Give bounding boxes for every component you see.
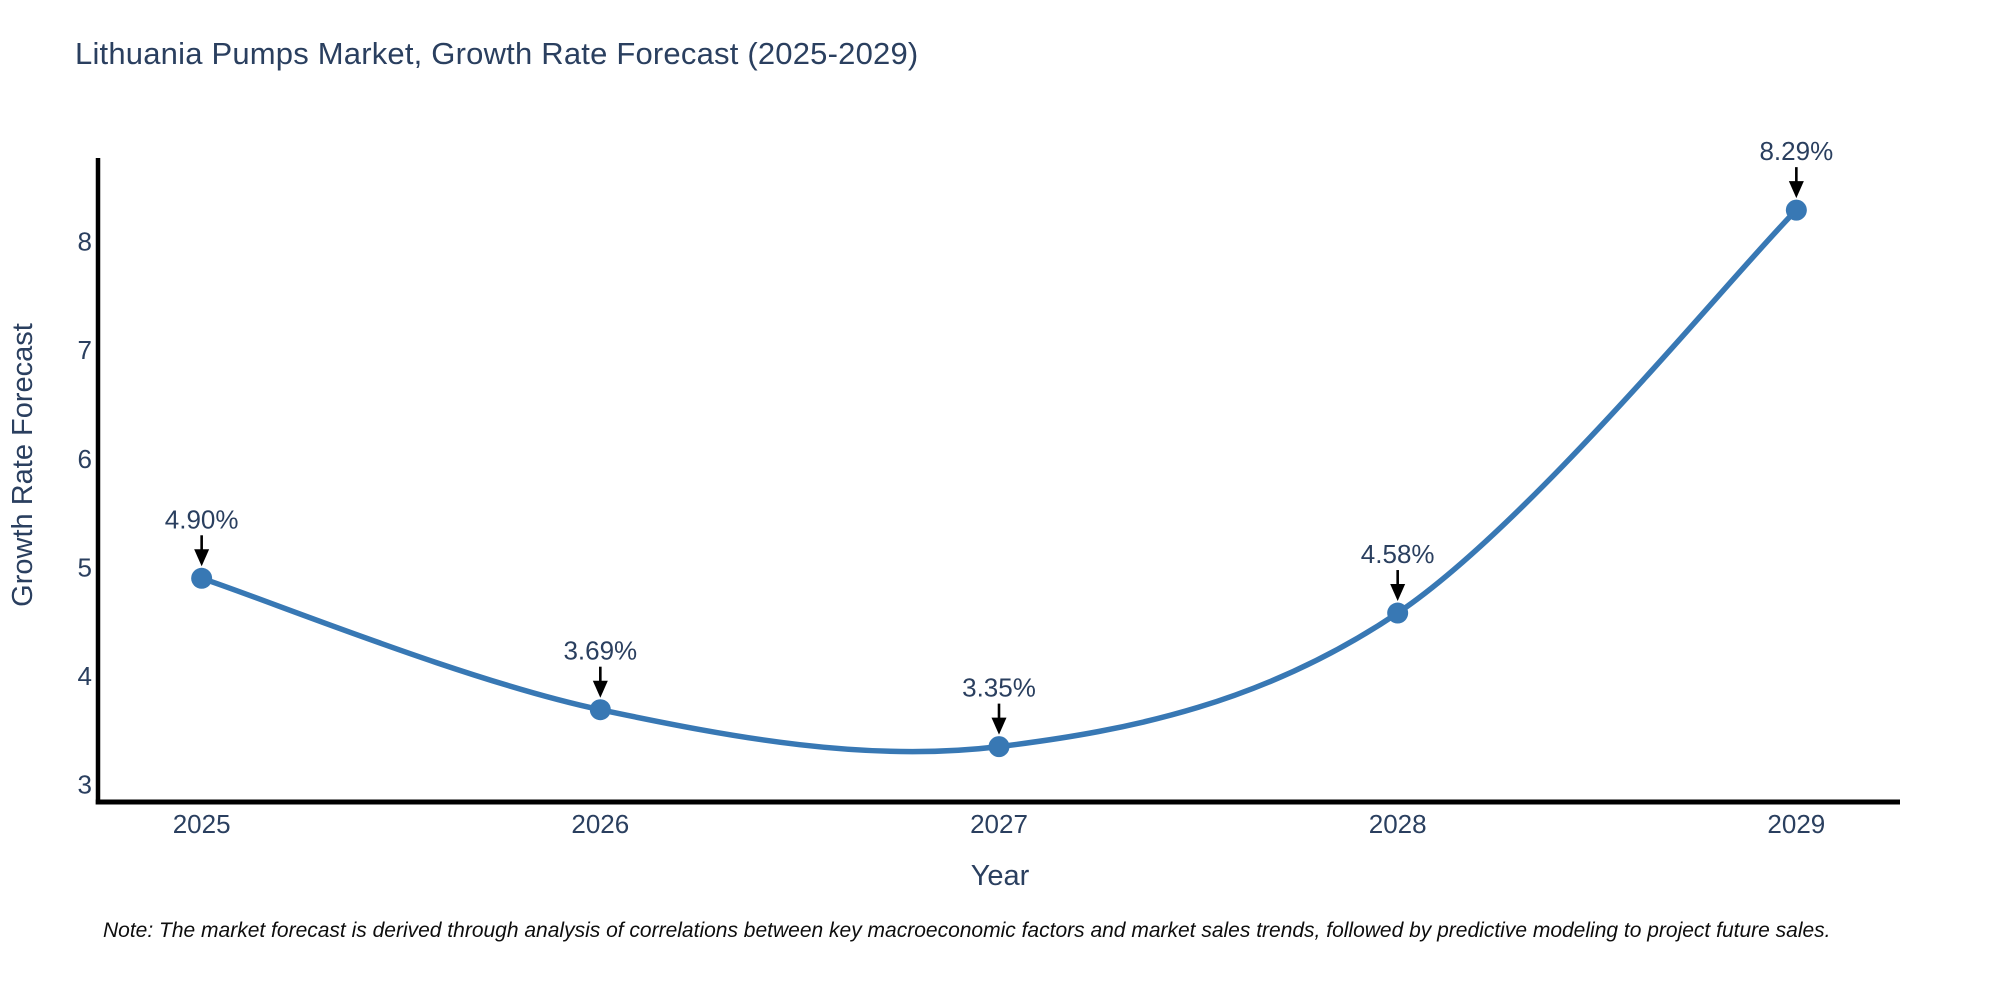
annotation-label: 4.90%	[165, 504, 239, 534]
annotation-label: 4.58%	[1361, 539, 1435, 569]
annotation-label: 3.69%	[563, 636, 637, 666]
annotation-label: 8.29%	[1759, 136, 1833, 166]
x-tick-label: 2026	[571, 809, 629, 839]
y-axis-title: Growth Rate Forecast	[7, 323, 39, 607]
x-tick-label: 2028	[1369, 809, 1427, 839]
footnote: Note: The market forecast is derived thr…	[103, 919, 1831, 942]
y-tick-label: 8	[78, 227, 92, 257]
y-tick-label: 6	[78, 444, 92, 474]
data-point-marker	[191, 567, 213, 589]
annotation-label: 3.35%	[962, 673, 1036, 703]
x-axis-title: Year	[971, 860, 1030, 892]
trend-line	[198, 207, 1800, 755]
data-point-annotations: 4.90% 3.69% 3.35% 4.58% 8.29%	[165, 136, 1833, 735]
x-tick-label: 2029	[1767, 809, 1825, 839]
annotation-arrow-head	[1390, 584, 1406, 602]
annotation-arrow-head	[592, 680, 608, 698]
x-axis-tick-labels: 2025 2026 2027 2028 2029	[173, 809, 1826, 839]
chart-title: Lithuania Pumps Market, Growth Rate Fore…	[75, 36, 919, 71]
data-point-marker	[988, 736, 1010, 758]
data-point-marker	[1785, 199, 1807, 221]
x-tick-label: 2025	[173, 809, 231, 839]
y-tick-label: 3	[78, 770, 92, 800]
data-point-markers	[191, 199, 1807, 758]
data-point-marker	[589, 699, 611, 721]
x-tick-label: 2027	[970, 809, 1028, 839]
y-axis-tick-labels: 3 4 5 6 7 8	[78, 227, 92, 800]
annotation-arrow-head	[1788, 181, 1804, 199]
annotation-arrow-head	[194, 549, 210, 567]
y-tick-label: 5	[78, 552, 92, 582]
y-tick-label: 4	[78, 661, 92, 691]
data-point-marker	[1387, 602, 1409, 624]
annotation-arrow-head	[991, 717, 1007, 735]
y-tick-label: 7	[78, 335, 92, 365]
